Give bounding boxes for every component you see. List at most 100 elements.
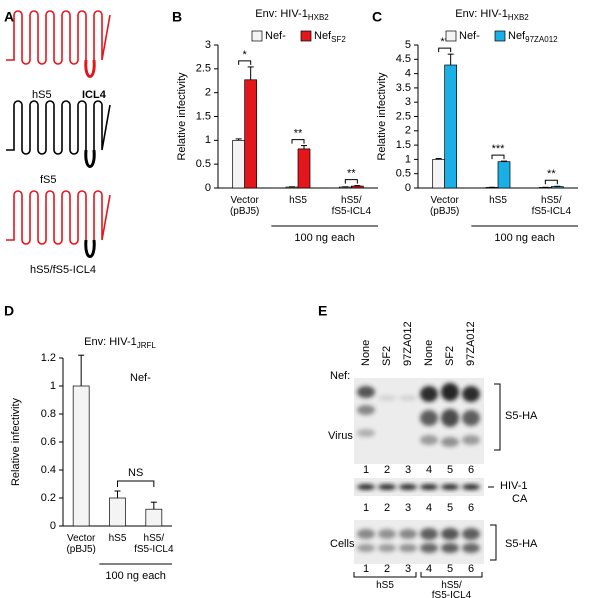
row-label: Virus [328, 430, 353, 442]
blot-band [441, 484, 459, 490]
x-tick-line: hS5 [489, 195, 507, 206]
y-tick-label: 1.2 [41, 352, 56, 364]
error-bar [501, 160, 507, 162]
significance-label: *** [492, 143, 506, 155]
blot-band [462, 435, 480, 445]
band-label: HIV-1 CA [500, 480, 528, 505]
diagram-label: fS5 [40, 174, 57, 186]
lane-number: 3 [405, 502, 411, 514]
blot-band [399, 544, 417, 552]
comparison-bracket [117, 480, 155, 487]
legend-label: Nef- [265, 30, 286, 42]
panel-letter: A [4, 9, 14, 25]
lane-header: None [423, 340, 435, 366]
lane-header: SF2 [381, 346, 393, 366]
blot-band [420, 386, 438, 402]
lane-number: 3 [405, 464, 411, 476]
blot-band [462, 410, 480, 426]
significance-bracket [544, 179, 558, 185]
bar [145, 508, 163, 527]
x-tick-line: fS5-ICL4 [332, 206, 372, 217]
lane-number: 2 [384, 563, 390, 575]
row-label: Cells [330, 538, 355, 550]
group-label-line: hS5/ [441, 580, 462, 591]
y-tick-label: 3.5 [396, 82, 411, 94]
y-tick-label: 5 [405, 39, 411, 51]
significance-label: ** [547, 168, 556, 180]
legend-sub: SF2 [331, 35, 346, 44]
lane-number: 4 [426, 563, 432, 575]
blot-band [357, 484, 375, 490]
x-tick-line: (pBJ5) [230, 206, 259, 217]
lane-number: 1 [363, 563, 369, 575]
blot-band [462, 528, 480, 540]
blot-band [420, 528, 438, 540]
blot-band [399, 395, 417, 401]
significance-bracket [344, 179, 358, 184]
legend-name: Nef- [265, 30, 286, 42]
title-main: Env: HIV-1 [455, 8, 508, 20]
band-label-line: CA [512, 493, 528, 505]
legend-swatch [251, 30, 263, 42]
error-bar [150, 501, 157, 510]
group-label-line: hS5 [376, 580, 394, 591]
blot-band [399, 484, 417, 490]
y-tick-label: 0.5 [396, 168, 411, 180]
band-label: S5-HA [505, 410, 538, 422]
lane-number: 4 [426, 464, 432, 476]
x-tick-line: (pBJ5) [66, 544, 95, 555]
significance-bracket [238, 60, 252, 65]
error-bar [114, 490, 121, 498]
y-tick-label: 4.5 [396, 53, 411, 65]
legend-label: Nef97ZA012 [508, 30, 558, 44]
y-tick-label: 0 [405, 182, 411, 194]
lane-number: 5 [447, 464, 453, 476]
panel-letter: E [318, 303, 327, 319]
lane-header: 97ZA012 [402, 321, 414, 366]
blot-band [462, 386, 480, 402]
band-bracket [494, 383, 501, 451]
y-tick-label: 3 [205, 39, 211, 51]
panel-letter: C [372, 9, 382, 25]
y-tick-label: 1 [50, 380, 56, 392]
x-tick-label: hS5 [289, 195, 307, 206]
legend-name: Nef- [130, 372, 151, 384]
blot-band [441, 528, 459, 540]
legend-label: NefSF2 [314, 30, 346, 44]
significance-label: * [243, 49, 248, 61]
panel-letter: D [4, 303, 14, 319]
x-tick-label: hS5/fS5-ICL4 [332, 195, 372, 217]
y-tick-label: 2 [405, 125, 411, 137]
legend-swatch [300, 30, 312, 42]
lane-number: 6 [468, 464, 474, 476]
error-bar [235, 138, 242, 141]
lane-number: 6 [468, 563, 474, 575]
blot-band [357, 405, 375, 415]
membrane-topology [6, 10, 111, 65]
y-axis-label: Relative infectivity [376, 72, 388, 161]
blot-band [462, 543, 480, 553]
band-bracket [490, 524, 497, 561]
error-bar [78, 354, 85, 386]
x-tick-label: Vector (pBJ5) [66, 533, 96, 555]
x-tick-line: hS5 [109, 533, 127, 544]
significance-label: ** [440, 36, 449, 48]
chart-title: Env: HIV-1HXB2 [455, 8, 529, 22]
bar [109, 497, 126, 527]
x-tick-line: hS5/ [341, 195, 362, 206]
y-tick-label: 1 [205, 134, 211, 146]
legend-label: Nef- [459, 30, 480, 42]
blot-band [357, 529, 375, 539]
x-tick-line: fS5-ICL4 [532, 206, 572, 217]
x-tick-line: hS5/ [144, 533, 165, 544]
error-bar [301, 145, 307, 149]
lane-header: None [360, 340, 372, 366]
x-tick-label: hS5/fS5-ICL4 [532, 195, 572, 217]
y-tick-label: 3 [405, 96, 411, 108]
legend-name: Nef- [459, 30, 480, 42]
error-bar [247, 66, 254, 80]
group-label: 100 ng each [105, 570, 166, 582]
significance-label: ** [294, 127, 303, 139]
lane-number: 5 [447, 502, 453, 514]
